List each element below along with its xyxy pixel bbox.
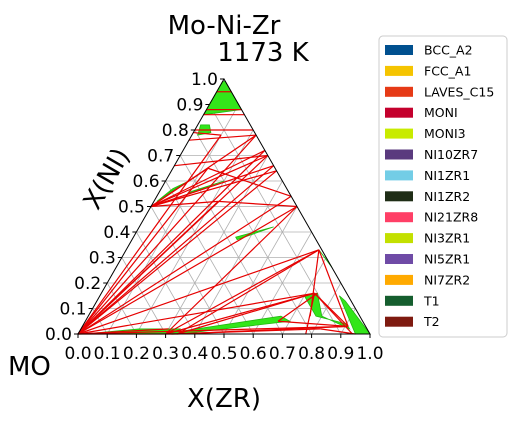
legend-label: LAVES_C15 <box>424 84 494 99</box>
tie-line <box>176 249 320 335</box>
legend-frame <box>378 35 508 338</box>
x-axis-label: X(ZR) <box>187 384 261 414</box>
tie-line <box>165 249 320 335</box>
legend-label: NI3ZR1 <box>424 231 470 246</box>
y-tick-label: 0.2 <box>74 274 101 294</box>
legend-swatch <box>385 65 413 76</box>
legend-label: BCC_A2 <box>424 43 473 58</box>
x-tick-label: 0.8 <box>298 344 325 364</box>
legend-label: NI1ZR1 <box>424 168 470 183</box>
tie-line <box>150 149 266 208</box>
y-tick-label: 0.4 <box>103 223 130 243</box>
x-tick-label: 0.1 <box>94 344 121 364</box>
y-tick-label: 0.8 <box>162 121 189 141</box>
legend-label: NI1ZR2 <box>424 189 470 204</box>
legend-items: BCC_A2 FCC_A1 LAVES_C15 MONI MONI3 NI10ZR7 NI1… <box>385 43 494 329</box>
tie-line <box>218 200 298 208</box>
y-tick-labels: 0.0 0.1 0.2 0.3 0.4 0.5 0.6 0.7 0.8 0.9 1.0 <box>45 70 224 345</box>
x-tick-label: 0.9 <box>327 344 354 364</box>
legend-swatch <box>385 295 413 306</box>
tie-line <box>150 170 277 208</box>
tie-line <box>77 325 349 335</box>
legend-swatch <box>385 191 413 202</box>
y-tick-label: 0.6 <box>133 172 160 192</box>
legend-label: T2 <box>423 314 440 329</box>
chart-subtitle: 1173 K <box>217 38 309 68</box>
y-tick-label: 0.7 <box>147 147 174 167</box>
legend-swatch <box>385 128 413 139</box>
tie-line <box>150 167 209 207</box>
tie-line <box>314 292 353 335</box>
tie-line <box>77 149 266 335</box>
y-tick-label: 0.9 <box>176 96 203 116</box>
tie-line <box>188 134 257 141</box>
legend-swatch <box>385 149 413 160</box>
y-tick-label: 0.1 <box>60 300 87 320</box>
legend-swatch <box>385 86 413 97</box>
legend-swatch <box>385 107 413 118</box>
y-tick-label: 1.0 <box>191 70 218 90</box>
chart-title: Mo-Ni-Zr <box>168 11 281 41</box>
tie-lines <box>77 91 356 335</box>
tie-line <box>277 320 349 327</box>
x-tick-label: 0.3 <box>152 344 179 364</box>
gridline-zr <box>106 104 239 335</box>
tie-line <box>77 195 292 335</box>
tie-line <box>77 200 219 335</box>
tie-line <box>165 206 298 335</box>
legend-swatch <box>385 45 413 55</box>
y-tick-label: 0.0 <box>45 325 72 345</box>
x-tick-label: 0.0 <box>64 344 91 364</box>
legend-swatch <box>385 233 413 244</box>
tie-line <box>77 249 320 335</box>
tie-line <box>150 165 274 208</box>
legend-label: NI21ZR8 <box>424 210 478 225</box>
tie-line <box>309 249 320 317</box>
tie-line <box>77 165 275 335</box>
legend: BCC_A2 FCC_A1 LAVES_C15 MONI MONI3 NI10ZR7 NI1… <box>378 35 508 338</box>
legend-label: NI10ZR7 <box>424 147 478 162</box>
y-tick-label: 0.3 <box>89 249 116 269</box>
y-tick-label: 0.5 <box>118 198 145 218</box>
tie-line <box>77 292 315 335</box>
corner-label: MO <box>8 352 51 382</box>
tie-line <box>318 249 349 327</box>
x-tick-label: 0.6 <box>240 344 267 364</box>
legend-swatch <box>385 316 413 327</box>
x-tick-label: 1.0 <box>356 344 383 364</box>
tie-line <box>77 170 277 335</box>
legend-label: FCC_A1 <box>424 63 471 78</box>
legend-swatch <box>385 170 413 181</box>
legend-label: T1 <box>423 293 440 308</box>
tie-line <box>77 134 257 335</box>
tie-line <box>77 205 298 335</box>
legend-label: NI7ZR2 <box>424 272 470 287</box>
legend-swatch <box>385 212 413 223</box>
x-tick-label: 0.7 <box>269 344 296 364</box>
tie-line <box>77 134 222 335</box>
x-tick-label: 0.2 <box>123 344 150 364</box>
legend-label: MONI <box>424 105 458 120</box>
tie-line <box>277 292 318 322</box>
tie-line <box>177 325 349 335</box>
tie-line <box>150 200 219 208</box>
tie-line <box>320 328 356 335</box>
x-tick-label: 0.5 <box>210 344 237 364</box>
tie-line <box>177 292 315 335</box>
legend-swatch <box>385 254 413 264</box>
legend-label: NI5ZR1 <box>424 252 470 267</box>
legend-swatch <box>385 274 413 285</box>
x-tick-label: 0.4 <box>181 344 208 364</box>
tie-line <box>150 154 269 208</box>
tie-line <box>193 131 222 136</box>
tie-line <box>174 154 268 167</box>
x-tick-labels: 0.0 0.1 0.2 0.3 0.4 0.5 0.6 0.7 0.8 0.9 1.0 <box>64 334 384 364</box>
tie-line <box>207 167 292 197</box>
legend-label: MONI3 <box>424 126 466 141</box>
